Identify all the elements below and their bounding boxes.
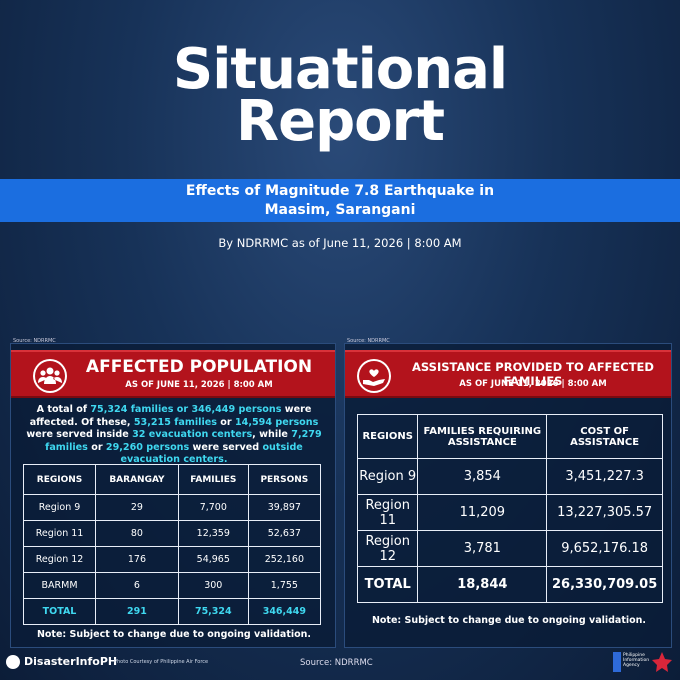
source-tag: Source: NDRRMC <box>13 338 56 344</box>
column-header: REGIONS <box>356 414 419 459</box>
table-cell: Region 9 <box>356 458 419 495</box>
table-cell: 52,637 <box>247 520 322 547</box>
table-row: BARMM 6 300 1,755 <box>22 572 322 599</box>
table-row: Region 11 80 12,359 52,637 <box>22 520 322 547</box>
subtitle-line: Effects of Magnitude 7.8 Earthquake in <box>185 183 495 199</box>
summary-text: A total of <box>36 404 91 415</box>
agency-logo <box>613 652 621 672</box>
summary-highlight: 53,215 families <box>133 416 217 428</box>
table-cell: 291 <box>95 598 179 625</box>
source-tag: Source: NDRRMC <box>347 338 390 344</box>
table-cell: 54,965 <box>177 546 249 573</box>
header-row: REGIONS FAMILIES REQUIRING ASSISTANCE COST… <box>356 414 663 459</box>
right-panel: Source: NDRRMC ASSISTANCE PROVIDED TO AF… <box>344 338 672 648</box>
total-row: TOTAL 291 75,324 346,449 <box>22 598 322 625</box>
summary-text: were served <box>189 441 263 453</box>
table-cell: Region 11 <box>22 520 97 547</box>
table-cell: 26,330,709.05 <box>546 566 663 603</box>
title-line: Report <box>235 89 445 154</box>
header-bar: AFFECTED POPULATION AS OF JUNE 11, 2026 … <box>11 350 335 398</box>
summary-text: or <box>87 441 106 453</box>
table-cell: 13,227,305.57 <box>546 494 663 531</box>
header-row: REGIONS BARANGAY FAMILIES PERSONS <box>22 464 322 495</box>
summary-text: , while <box>252 429 292 440</box>
title-line: Situational <box>172 37 508 102</box>
table-cell: TOTAL <box>356 566 419 603</box>
subtitle-banner: Effects of Magnitude 7.8 Earthquake in M… <box>0 179 680 222</box>
assistance-table: REGIONS FAMILIES REQUIRING ASSISTANCE COST… <box>356 414 663 603</box>
table-cell: 3,451,227.3 <box>546 458 663 495</box>
as-of: AS OF JUNE 11, 2026 | 8:00 AM <box>125 380 273 390</box>
subtitle-line: Maasim, Sarangani <box>264 202 416 218</box>
column-header: REGIONS <box>22 464 97 495</box>
note: Note: Subject to change due to ongoing v… <box>371 615 647 626</box>
table-cell: 39,897 <box>247 494 322 521</box>
table-cell: 1,755 <box>247 572 322 599</box>
summary-highlight: 14,594 persons <box>234 416 319 428</box>
table-cell: 7,700 <box>177 494 249 521</box>
note: Note: Subject to change due to ongoing v… <box>36 629 312 640</box>
summary-highlight: 29,260 persons <box>105 441 190 453</box>
table-cell: 29 <box>95 494 179 521</box>
people-icon <box>33 359 67 393</box>
footer-source: Source: NDRRMC <box>300 658 373 668</box>
column-header: FAMILIES <box>177 464 249 495</box>
total-row: TOTAL 18,844 26,330,709.05 <box>356 566 663 603</box>
agency-name: Philippine Information Agency <box>623 653 650 668</box>
column-header: PERSONS <box>247 464 322 495</box>
table-cell: 252,160 <box>247 546 322 573</box>
table-cell: 346,449 <box>247 598 322 625</box>
table-row: Region 12 176 54,965 252,160 <box>22 546 322 573</box>
table-cell: Region 9 <box>22 494 97 521</box>
photo-credit: Photo Courtesy of Philippine Air Force <box>114 659 209 665</box>
table-cell: 9,652,176.18 <box>546 530 663 567</box>
table-cell: TOTAL <box>22 598 97 625</box>
table-row: Region 11 11,209 13,227,305.57 <box>356 494 663 531</box>
social-icon <box>6 655 20 669</box>
panel-title: ASSISTANCE PROVIDED TO AFFECTED FAMILIES <box>412 360 654 388</box>
summary-text: were served inside <box>26 429 133 440</box>
table-cell: Region 11 <box>356 494 419 531</box>
summary-text: or <box>216 416 235 428</box>
seal-logo <box>652 652 672 672</box>
table-row: Region 9 3,854 3,451,227.3 <box>356 458 663 495</box>
summary-highlight: 75,324 families or 346,449 persons <box>90 404 282 415</box>
column-header: FAMILIES REQUIRING ASSISTANCE <box>417 414 548 459</box>
summary-highlight: outside evacuation centers. <box>120 441 303 466</box>
byline: By NDRRMC as of June 11, 2026 | 8:00 AM <box>218 236 462 250</box>
table-cell: 3,781 <box>417 530 548 567</box>
column-header: COST OF ASSISTANCE <box>546 414 663 459</box>
table-row: Region 12 3,781 9,652,176.18 <box>356 530 663 567</box>
table-row: Region 9 29 7,700 39,897 <box>22 494 322 521</box>
table-cell: 3,854 <box>417 458 548 495</box>
left-panel: Source: NDRRMC AFFECTED POPULATION AS OF… <box>10 338 336 648</box>
handle: DisasterInfoPH <box>24 655 118 668</box>
table-cell: Region 12 <box>356 530 419 567</box>
summary: A total of 75,324 families or 346,449 pe… <box>19 404 329 467</box>
table-cell: 6 <box>95 572 179 599</box>
population-table: REGIONS BARANGAY FAMILIES PERSONS Region 9 29… <box>22 464 322 625</box>
table-cell: 75,324 <box>177 598 249 625</box>
table-cell: 18,844 <box>417 566 548 603</box>
summary-text: were affected. Of these, <box>29 404 312 428</box>
table-cell: BARMM <box>22 572 97 599</box>
summary-highlight: 32 evacuation centers <box>132 429 253 440</box>
summary-highlight: 7,279 families <box>45 429 322 453</box>
table-cell: 300 <box>177 572 249 599</box>
table-cell: 176 <box>95 546 179 573</box>
header-bar: ASSISTANCE PROVIDED TO AFFECTED FAMILIES… <box>345 350 671 398</box>
table-cell: 80 <box>95 520 179 547</box>
hands-icon <box>357 359 391 393</box>
column-header: BARANGAY <box>95 464 179 495</box>
table-cell: 12,359 <box>177 520 249 547</box>
panel-title: AFFECTED POPULATION <box>85 357 313 377</box>
table-cell: Region 12 <box>22 546 97 573</box>
as-of: AS OF JUNE 11, 2026 | 8:00 AM <box>459 379 607 389</box>
table-cell: 11,209 <box>417 494 548 531</box>
